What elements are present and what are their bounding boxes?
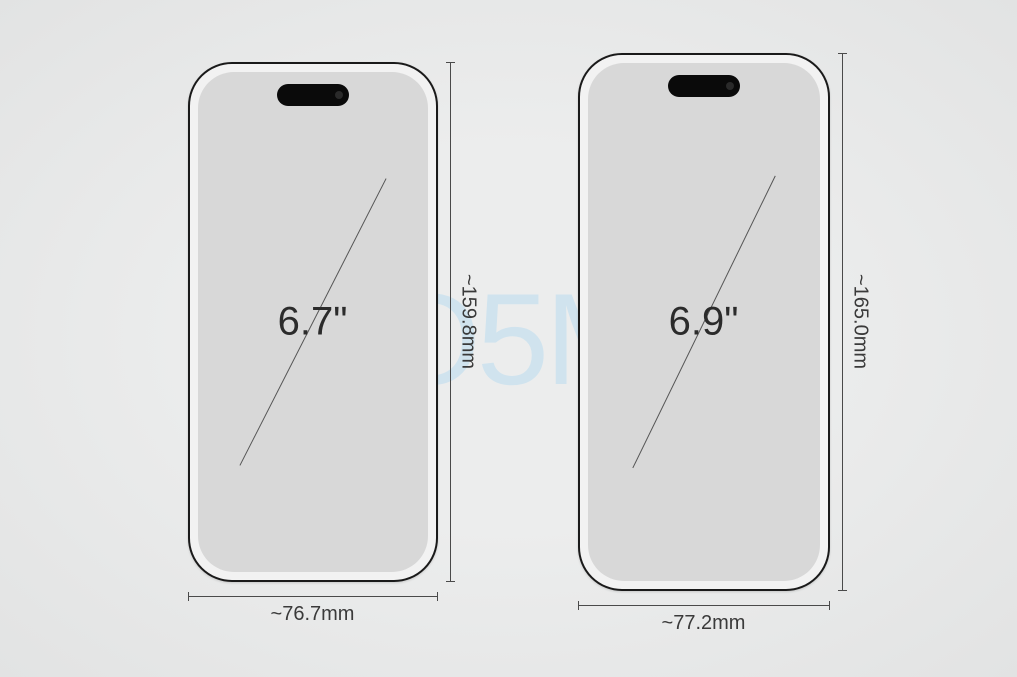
phone-group-right: 6.9" ~165.0mm ~77.2mm	[578, 53, 830, 635]
height-dimension-left: ~159.8mm	[450, 62, 480, 582]
height-dimension-line	[450, 62, 451, 582]
width-dimension-left: ~76.7mm	[188, 596, 438, 626]
height-dimension-label: ~159.8mm	[457, 274, 480, 369]
camera-dot-icon	[726, 82, 734, 90]
phone-frame-right: 6.9"	[578, 53, 830, 591]
phone-frame-left: 6.7"	[188, 62, 438, 582]
width-dimension-right: ~77.2mm	[578, 605, 830, 635]
phone-screen-left: 6.7"	[198, 72, 428, 572]
phone-with-height-dim: 6.7" ~159.8mm	[188, 62, 438, 582]
width-dimension-line	[578, 605, 830, 606]
phone-screen-right: 6.9"	[588, 63, 820, 581]
width-dimension-label: ~77.2mm	[662, 612, 746, 635]
height-dimension-line	[842, 53, 843, 591]
phone-group-left: 6.7" ~159.8mm ~76.7mm	[188, 62, 438, 626]
camera-dot-icon	[335, 91, 343, 99]
width-dimension-label: ~76.7mm	[271, 603, 355, 626]
dynamic-island-left	[277, 84, 349, 106]
phone-with-height-dim: 6.9" ~165.0mm	[578, 53, 830, 591]
height-dimension-right: ~165.0mm	[842, 53, 872, 591]
screen-size-label-left: 6.7"	[278, 299, 348, 344]
screen-size-label-right: 6.9"	[669, 299, 739, 344]
comparison-canvas: 9TO5Mac 6.7" ~159.8mm ~76.7mm	[0, 0, 1017, 677]
width-dimension-line	[188, 596, 438, 597]
height-dimension-label: ~165.0mm	[849, 274, 872, 369]
dynamic-island-right	[668, 75, 740, 97]
